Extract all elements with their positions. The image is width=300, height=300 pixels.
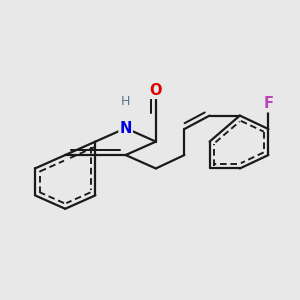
Text: F: F xyxy=(263,96,273,111)
Text: H: H xyxy=(121,95,130,108)
Text: O: O xyxy=(150,83,162,98)
Text: N: N xyxy=(119,121,132,136)
